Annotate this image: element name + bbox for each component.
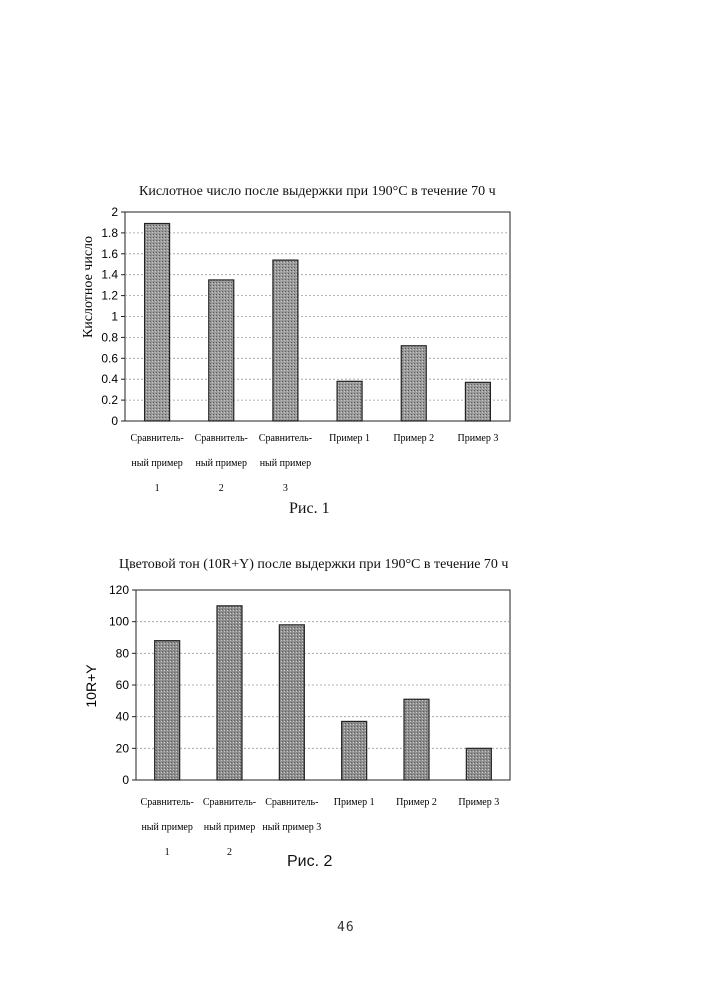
x-category-label: 2 xyxy=(227,847,232,858)
x-category-label: Пример 1 xyxy=(334,797,375,808)
bar xyxy=(404,699,429,780)
y-tick-label: 60 xyxy=(116,678,130,692)
x-category-label: 1 xyxy=(165,847,170,858)
y-tick-label: 40 xyxy=(116,710,130,724)
y-tick-label: 80 xyxy=(116,646,130,660)
x-category-label: Пример 3 xyxy=(458,797,499,808)
y-tick-label: 0 xyxy=(122,773,129,787)
bar xyxy=(279,625,304,780)
y-tick-label: 120 xyxy=(109,583,129,597)
x-category-label: ный пример xyxy=(204,822,255,833)
y-axis-label: 10R+Y xyxy=(83,664,99,708)
y-tick-label: 20 xyxy=(116,741,130,755)
x-category-label: Пример 2 xyxy=(396,797,437,808)
x-category-label: ный пример 3 xyxy=(262,822,321,833)
x-category-label: ный пример xyxy=(141,822,192,833)
bar xyxy=(466,748,491,780)
bar xyxy=(155,641,180,780)
x-category-label: Сравнитель- xyxy=(265,797,318,808)
bar xyxy=(342,721,367,780)
figure2-caption: Рис. 2 xyxy=(287,853,332,871)
bar xyxy=(217,606,242,780)
y-tick-label: 100 xyxy=(109,615,129,629)
page-number: 46 xyxy=(337,920,355,935)
x-category-label: Сравнитель- xyxy=(203,797,256,808)
x-category-label: Сравнитель- xyxy=(141,797,194,808)
